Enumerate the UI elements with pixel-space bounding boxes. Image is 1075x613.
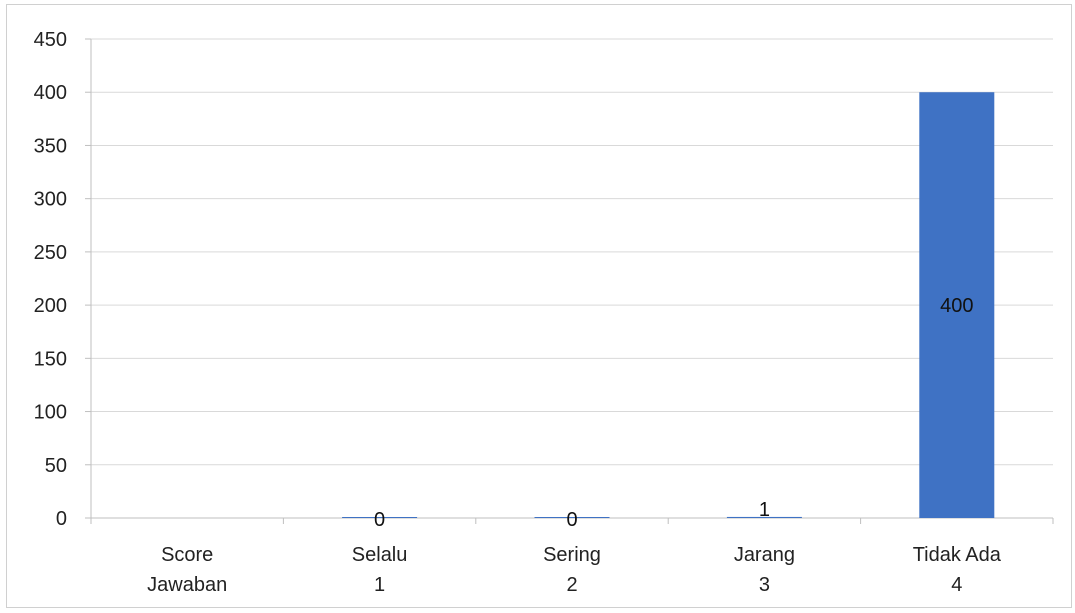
x-category-label: Selalu [352, 544, 408, 566]
x-category-label: 1 [374, 574, 385, 596]
data-label: 0 [374, 509, 385, 531]
data-label: 0 [566, 509, 577, 531]
x-category-label: Jawaban [147, 574, 227, 596]
chart-frame: 0 50 100 150 200 250 300 350 400 450 Score Jawaban 0… [6, 4, 1072, 608]
y-tick-label: 200 [34, 295, 67, 317]
y-tick-label: 300 [34, 189, 67, 211]
y-tick-label: 350 [34, 135, 67, 157]
bar [919, 92, 995, 518]
x-category-label: Score [161, 544, 213, 566]
bar [726, 516, 802, 518]
bar [342, 517, 418, 518]
bar-chart: 0 50 100 150 200 250 300 350 400 450 Score Jawaban 0… [34, 29, 1054, 596]
bars [342, 92, 995, 518]
gridlines [91, 38, 1053, 466]
y-tick-label: 100 [34, 402, 67, 424]
x-category-label: Jarang [734, 544, 795, 566]
x-category-label: 3 [759, 574, 770, 596]
labels: 0 50 100 150 200 250 300 350 400 450 Score Jawaban 0… [34, 29, 1002, 596]
y-tick-label: 400 [34, 82, 67, 104]
y-tick-label: 250 [34, 242, 67, 264]
x-category-label: 4 [951, 574, 962, 596]
x-category-label: Sering [543, 544, 601, 566]
bar [534, 517, 610, 518]
y-tick-label: 50 [45, 455, 67, 477]
y-tick-label: 150 [34, 348, 67, 370]
data-label: 400 [940, 295, 973, 317]
y-tick-label: 450 [34, 29, 67, 51]
y-tick-label: 0 [56, 508, 67, 530]
axes [85, 38, 1054, 524]
data-label: 1 [759, 499, 770, 521]
x-category-label: Tidak Ada [913, 544, 1002, 566]
x-category-label: 2 [566, 574, 577, 596]
